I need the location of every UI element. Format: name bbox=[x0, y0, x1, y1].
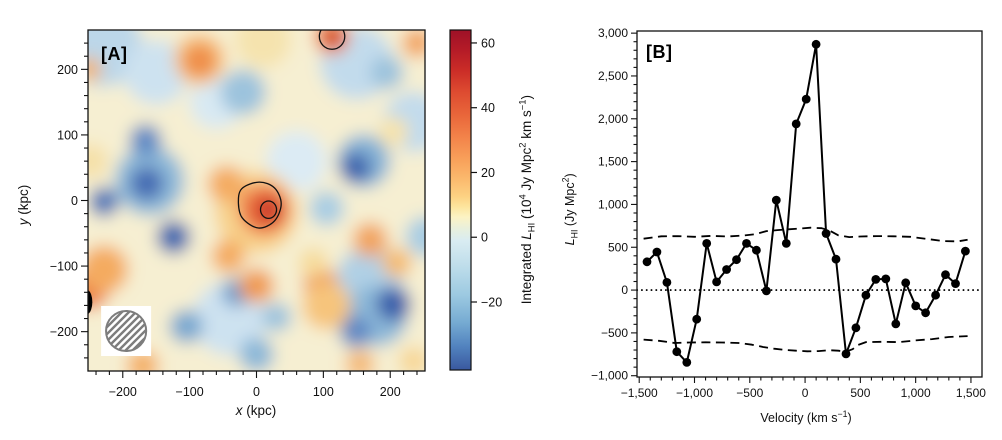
data-point bbox=[652, 247, 662, 257]
data-point bbox=[762, 286, 771, 296]
data-point bbox=[911, 301, 921, 311]
data-point bbox=[732, 255, 741, 265]
data-point bbox=[801, 94, 811, 104]
data-point bbox=[642, 257, 652, 267]
panel-a-y-tick-label: −200 bbox=[50, 325, 78, 339]
panel-a-y-tick-label: 100 bbox=[57, 128, 78, 142]
data-point bbox=[702, 239, 712, 248]
data-point bbox=[722, 265, 731, 274]
panel-b-y-tick-label: 2,000 bbox=[598, 112, 628, 126]
panel-b-y-tick-label: 500 bbox=[608, 240, 628, 254]
colorbar-tick-label: 60 bbox=[481, 36, 495, 50]
panel-a-ticks bbox=[81, 42, 418, 378]
beam-indicator bbox=[101, 305, 152, 356]
panel-b-x-tick-label: −500 bbox=[736, 386, 763, 400]
panel-b-y-tick-label: −1,000 bbox=[591, 369, 628, 383]
panel-a-x-tick-label: −100 bbox=[176, 385, 204, 399]
panel-a-x-tick-label: 100 bbox=[313, 385, 334, 399]
data-point bbox=[921, 308, 930, 318]
heatmap-field bbox=[88, 30, 425, 371]
panel-a-ylabel: y (kpc) bbox=[16, 184, 31, 226]
data-point bbox=[752, 245, 761, 255]
panel-a-x-tick-label: 0 bbox=[253, 385, 260, 399]
panel-b-tag: [B] bbox=[646, 42, 673, 62]
panel-b-y-tick-label: 3,000 bbox=[598, 26, 628, 40]
data-point bbox=[811, 39, 821, 49]
panel-b-y-tick-label: 2,500 bbox=[598, 69, 628, 83]
panel-b-x-tick-label: −1,000 bbox=[676, 386, 713, 400]
data-point bbox=[742, 239, 751, 248]
data-point bbox=[682, 358, 692, 367]
panel-b-x-tick-label: 500 bbox=[850, 386, 870, 400]
colorbar-gradient bbox=[450, 30, 471, 370]
colorbar-tick-label: 20 bbox=[481, 166, 495, 180]
panel-a-x-tick-label: 200 bbox=[380, 385, 401, 399]
colorbar-ticks bbox=[471, 42, 477, 303]
panel-a-x-tick-label: −200 bbox=[109, 385, 137, 399]
panel-b-ticks bbox=[631, 32, 972, 383]
colorbar-tick-label: −20 bbox=[481, 296, 502, 310]
panel-a-tag: [A] bbox=[101, 44, 128, 64]
data-point bbox=[871, 275, 881, 284]
data-point bbox=[961, 246, 970, 256]
contour-north bbox=[318, 30, 346, 50]
data-point bbox=[692, 314, 702, 324]
data-point bbox=[771, 195, 781, 205]
panel-b-ylabel: LHI (Jy Mpc2) bbox=[560, 173, 580, 246]
contour-central-outer bbox=[237, 181, 282, 229]
data-point bbox=[781, 239, 791, 248]
contour-central-inner bbox=[259, 200, 278, 220]
data-point bbox=[881, 274, 891, 284]
colorbar-tick-labels: 60 40 20 0 −20 bbox=[481, 36, 502, 309]
edge-source bbox=[88, 290, 93, 314]
data-point bbox=[791, 119, 801, 129]
lower-envelope bbox=[643, 335, 968, 353]
panel-a-xlabel: x (kpc) bbox=[235, 403, 277, 418]
data-point bbox=[941, 270, 950, 280]
contour-lines bbox=[237, 30, 346, 229]
data-point bbox=[662, 278, 672, 287]
data-point bbox=[931, 290, 940, 300]
panel-b-x-tick-label: 0 bbox=[802, 386, 809, 400]
data-point bbox=[841, 349, 851, 359]
panel-b-y-tick-label: 1,000 bbox=[598, 197, 628, 211]
data-point bbox=[901, 278, 911, 288]
colorbar-label: Integrated LHI (104 Jy Mpc2 km s−1) bbox=[517, 94, 538, 305]
spectrum-markers bbox=[642, 39, 970, 367]
upper-envelope bbox=[643, 226, 968, 243]
panel-a-y-tick-label: −100 bbox=[50, 260, 78, 274]
panel-a-y-tick-label: 200 bbox=[57, 63, 78, 77]
data-point bbox=[831, 254, 841, 264]
data-point bbox=[851, 323, 861, 333]
colorbar-tick-label: 0 bbox=[481, 231, 488, 245]
panel-a-y-tick-label: 0 bbox=[71, 194, 78, 208]
data-point bbox=[861, 290, 871, 300]
panel-b-y-tick-label: 0 bbox=[621, 283, 628, 297]
colorbar-frame bbox=[449, 29, 472, 371]
panel-b-xlabel: Velocity (km s−1) bbox=[760, 409, 852, 426]
panel-b-x-tick-label: −1,500 bbox=[621, 386, 658, 400]
panel-b-tick-labels: −1,500 −1,000 −500 0 500 1,000 1,500 3,000 2,500… bbox=[591, 26, 986, 400]
spectrum-line bbox=[646, 43, 967, 364]
data-point bbox=[821, 229, 831, 238]
panel-a-tick-labels: −200 −100 0 100 200 200 100 0 −100 −200 bbox=[50, 63, 401, 399]
data-point bbox=[712, 277, 721, 287]
panel-b-y-tick-label: 1,500 bbox=[598, 155, 628, 169]
data-point bbox=[891, 319, 901, 329]
beam-circle bbox=[105, 309, 148, 353]
data-point bbox=[951, 279, 960, 288]
data-point bbox=[672, 347, 682, 357]
colorbar-tick-label: 40 bbox=[481, 101, 495, 115]
panel-b-y-tick-label: −500 bbox=[601, 326, 628, 340]
panel-b-x-tick-label: 1,500 bbox=[956, 386, 986, 400]
panel-b-x-tick-label: 1,000 bbox=[901, 386, 931, 400]
